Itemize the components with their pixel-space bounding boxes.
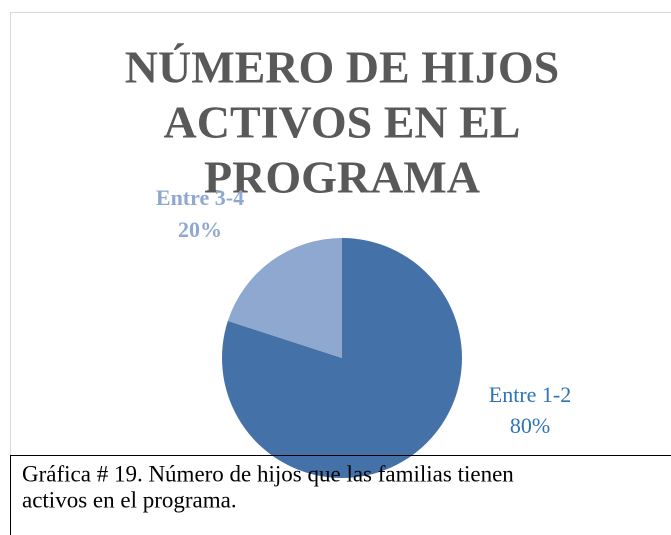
caption: activos en el programa.: [22, 487, 237, 512]
caption: Gráfica # 19. Número de hijos que las fa…: [22, 461, 514, 486]
pie-slice: [227, 238, 342, 358]
chart-title: ACTIVOS EN EL: [164, 97, 521, 148]
slice-value: 20%: [178, 217, 222, 242]
caption-box: [10, 455, 671, 535]
chart-title: NÚMERO DE HIJOS: [125, 42, 559, 93]
slice-label: Entre 3-4: [156, 185, 244, 210]
slice-label: Entre 1-2: [489, 382, 571, 407]
chart-title: PROGRAMA: [204, 152, 480, 203]
slice-value: 80%: [510, 413, 550, 438]
chart-frame: [10, 12, 671, 535]
